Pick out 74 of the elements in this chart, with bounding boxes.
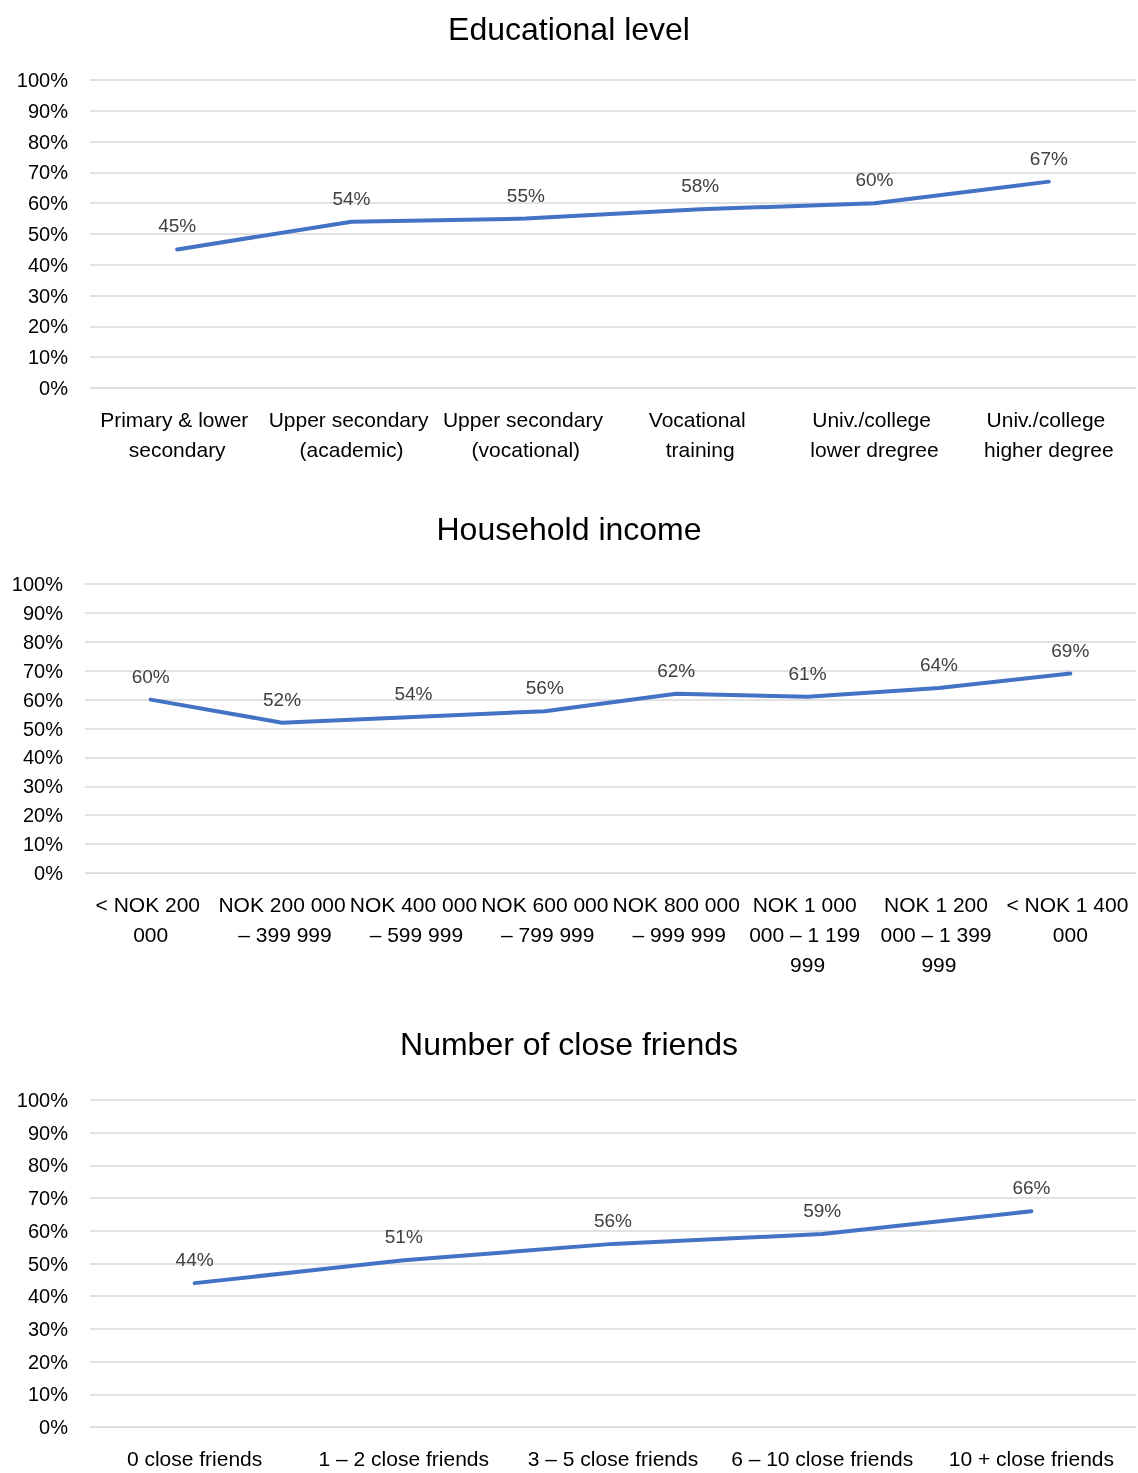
data-label: 51%	[384, 1226, 423, 1248]
y-tick-label: 50%	[22, 717, 64, 740]
y-tick-label: 40%	[27, 1285, 69, 1308]
data-label: 58%	[681, 175, 720, 197]
data-label: 45%	[158, 215, 197, 237]
y-tick-label: 100%	[16, 69, 69, 91]
x-tick-label: < NOK 200 000	[95, 892, 206, 946]
x-tick-label: Univ./college higher degree	[984, 407, 1114, 461]
y-tick-label: 30%	[22, 775, 64, 798]
x-tick-label: 6 – 10 close friends	[731, 1446, 914, 1470]
data-label: 56%	[525, 677, 564, 699]
y-tick-label: 70%	[22, 659, 64, 682]
y-tick-label: 0%	[34, 862, 64, 884]
x-tick-label: NOK 200 000 – 399 999	[218, 892, 346, 946]
y-tick-label: 80%	[22, 630, 64, 653]
x-tick-label: < NOK 1 400 000	[1006, 892, 1135, 946]
x-tick-label: Vocational training	[648, 407, 752, 461]
data-label: 66%	[1012, 1177, 1051, 1199]
y-tick-label: 50%	[27, 1252, 69, 1275]
y-tick-label: 40%	[22, 746, 64, 769]
y-tick-label: 20%	[27, 1350, 69, 1373]
y-tick-label: 30%	[27, 284, 69, 307]
y-tick-label: 50%	[27, 223, 69, 245]
y-tick-label: 80%	[27, 1154, 69, 1177]
y-tick-label: 0%	[39, 1416, 69, 1438]
y-tick-label: 10%	[27, 1383, 69, 1406]
x-tick-label: 3 – 5 close friends	[527, 1446, 699, 1470]
y-tick-label: 60%	[27, 1219, 69, 1242]
data-label: 60%	[131, 665, 170, 687]
y-tick-label: 30%	[27, 1317, 69, 1340]
data-label: 52%	[263, 688, 302, 710]
data-label: 55%	[506, 184, 545, 206]
y-tick-label: 70%	[27, 1187, 69, 1210]
y-tick-label: 10%	[22, 833, 64, 856]
y-tick-label: 0%	[39, 377, 69, 399]
x-tick-label: NOK 400 000 – 599 999	[349, 892, 478, 946]
x-tick-label: Upper secondary (vocational)	[442, 407, 609, 461]
x-tick-label: Upper secondary (academic)	[268, 407, 435, 461]
data-label: 59%	[803, 1200, 842, 1222]
x-tick-label: Univ./college lower dregree	[810, 407, 939, 461]
y-tick-label: 70%	[27, 161, 69, 184]
chart-title: Educational level	[448, 11, 690, 47]
y-tick-label: 20%	[22, 804, 64, 827]
y-tick-label: 60%	[22, 688, 64, 711]
y-tick-label: 90%	[22, 601, 64, 624]
data-label: 62%	[657, 659, 696, 681]
data-label: 56%	[593, 1209, 633, 1231]
data-label: 54%	[394, 682, 433, 704]
x-tick-label: NOK 600 000 – 799 999	[481, 892, 609, 946]
data-label: 64%	[919, 654, 959, 676]
data-label: 54%	[332, 187, 371, 209]
data-label: 61%	[788, 662, 827, 684]
x-tick-label: NOK 1 000 000 – 1 199 999	[749, 892, 866, 976]
chart-title: Household income	[436, 511, 702, 547]
y-tick-label: 100%	[11, 573, 64, 595]
y-tick-label: 80%	[27, 130, 69, 153]
x-tick-label: NOK 1 200 000 – 1 399 999	[880, 892, 998, 976]
chart-title: Number of close friends	[400, 1026, 738, 1062]
y-tick-label: 100%	[16, 1089, 69, 1111]
x-tick-label: 0 close friends	[126, 1446, 263, 1470]
y-tick-label: 90%	[27, 99, 69, 122]
data-label: 60%	[855, 169, 894, 191]
y-tick-label: 10%	[27, 346, 69, 369]
y-tick-label: 40%	[27, 253, 69, 276]
data-label: 69%	[1051, 639, 1090, 661]
x-tick-label: Primary & lower secondary	[100, 407, 255, 461]
x-tick-label: 10 + close friends	[948, 1446, 1114, 1470]
data-label: 44%	[175, 1249, 214, 1271]
y-tick-label: 90%	[27, 1121, 69, 1144]
x-tick-label: 1 – 2 close friends	[318, 1446, 490, 1470]
y-tick-label: 60%	[27, 192, 69, 215]
y-tick-label: 20%	[27, 315, 69, 338]
data-label: 67%	[1029, 147, 1068, 169]
x-tick-label: NOK 800 000 – 999 999	[612, 892, 740, 946]
